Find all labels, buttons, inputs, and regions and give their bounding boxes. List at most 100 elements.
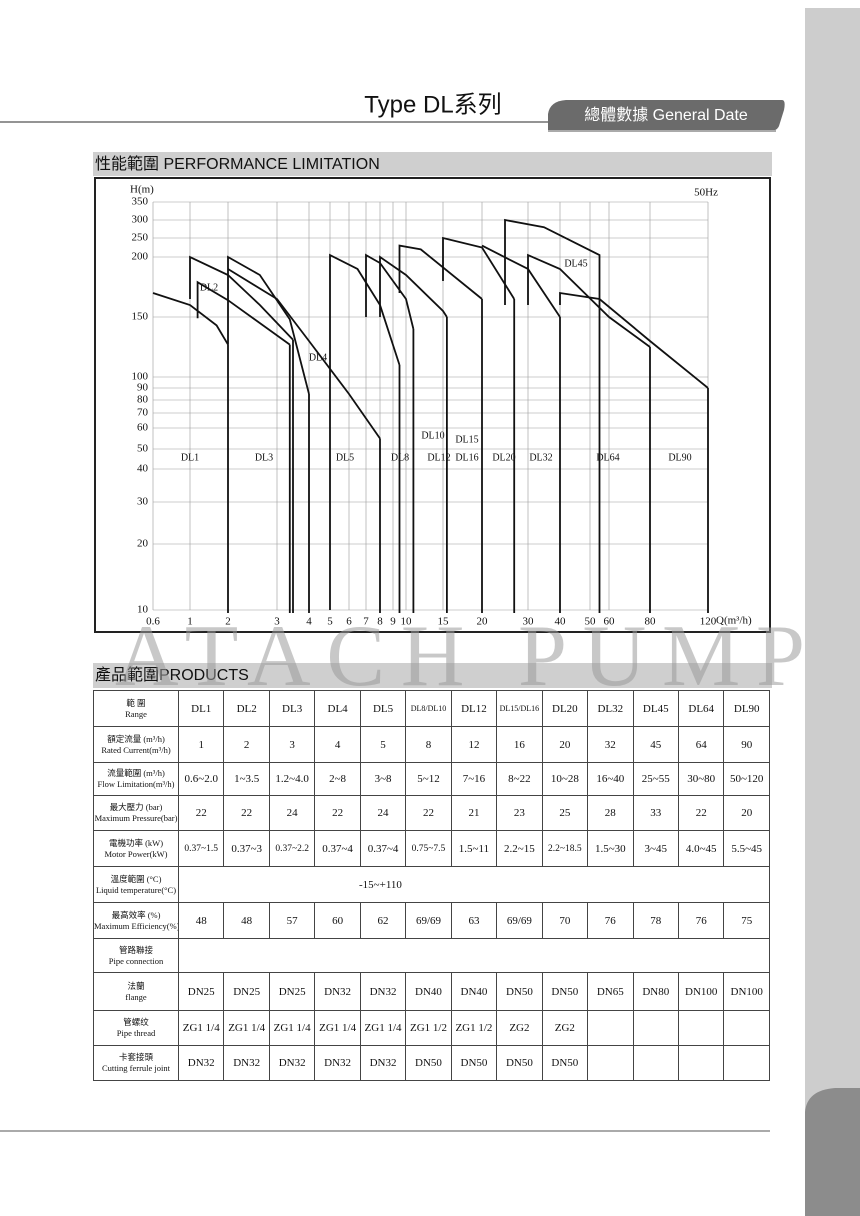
performance-curve [442,236,515,300]
table-cell: 2 [223,726,270,763]
table-cell: 4.0~45 [677,830,725,867]
x-axis-title: Q(m³/h) [716,615,752,627]
table-cell: 48 [223,902,270,939]
row-header: 管路聯接 Pipe connection [93,938,179,973]
table-cell: DL4 [314,690,361,727]
table-cell: 0.37~3 [223,830,270,867]
table-cell: DN32 [314,1045,361,1081]
table-cell: 33 [632,795,679,831]
curve-label: DL64 [596,452,619,463]
curve-label: DL10 [421,430,444,441]
x-tick-label: 30 [523,616,535,628]
x-tick-label: 50 [585,616,597,628]
table-cell: 3~8 [359,762,407,796]
table-cell: DN25 [268,972,316,1011]
performance-chart: 0.6 1 2 3 4 5 6 7 8 9 10 15 20 30 40 50 60 80 120 10 20 30 40 5… [130,184,752,628]
y-tick-label: 90 [137,382,149,394]
table-cell: DL90 [723,690,770,727]
curve-label: DL90 [668,452,691,463]
section-title: 產品範圍PRODUCTS [95,666,249,684]
table-cell [178,938,770,973]
table-cell: ZG1 1/4 [177,1010,225,1046]
table-cell: 1.5~11 [450,830,498,867]
table-cell: 0.37~4 [359,830,407,867]
row-header: 額定流量 (m³/h) Rated Current(m³/h) [93,726,179,763]
table-cell: 22 [677,795,725,831]
table-cell [587,1045,634,1081]
performance-curve [227,255,310,395]
table-cell: ZG1 1/4 [314,1010,361,1046]
table-cell: DL1 [177,690,225,727]
row-label-en: Cutting ferrule joint [102,1063,170,1073]
x-tick-label: 4 [306,616,312,628]
row-header: 最大壓力 (bar) Maximum Pressure(bar) [93,795,179,831]
table-cell: 69/69 [496,902,543,939]
row-header: 範 圍 Range [93,690,179,727]
row-label-zh: 溫度範圍 (°C) [110,873,162,884]
curve-label: DL32 [529,452,552,463]
table-cell: DL5 [359,690,407,727]
table-cell: 5~12 [405,762,452,796]
table-cell: 45 [632,726,679,763]
row-label-en: Maximum Efficiency(%) [94,920,179,931]
table-cell: 22 [405,795,452,831]
row-label-zh: 範 圍 [126,697,146,708]
table-cell [677,1010,725,1046]
table-cell: DN80 [632,972,679,1011]
performance-curve [504,218,601,305]
table-cell: DN32 [314,972,361,1011]
x-tick-label: 9 [390,616,396,628]
performance-curve [559,291,709,389]
table-cell: 20 [723,795,770,831]
table-cell: 78 [632,902,679,939]
x-tick-label: 80 [645,616,657,628]
y-tick-label: 50 [137,443,149,455]
side-strip [805,8,860,1216]
curve-label: DL2 [200,282,218,293]
chart-frame [94,177,771,633]
x-tick-label: 3 [274,616,280,628]
row-label-zh: 最高效率 (%) [111,909,161,920]
row-label-en: Range [125,708,147,719]
table-cell: 30~80 [677,762,725,796]
x-tick-label: 7 [363,616,369,628]
table-cell: 63 [450,902,498,939]
table-cell: DN25 [223,972,270,1011]
row-label-zh: 電機功率 (kW) [108,837,164,848]
y-tick-label: 200 [132,251,149,263]
table-cell: 69/69 [405,902,452,939]
side-corner [805,1088,860,1216]
y-tick-label: 60 [137,422,149,434]
table-cell: 1.5~30 [587,830,634,867]
table-cell: ZG2 [496,1010,543,1046]
row-label-zh: 管路聯接 [118,944,153,955]
table-cell: ZG1 1/4 [223,1010,270,1046]
table-cell: 0.75~7.5 [405,830,452,867]
table-cell: 62 [359,902,407,939]
table-cell: 48 [177,902,225,939]
table-cell: DL32 [587,690,634,727]
x-tick-label: 40 [555,616,567,628]
table-cell: DN50 [541,1045,589,1081]
table-cell: DN40 [405,972,452,1011]
x-tick-label: 8 [377,616,383,628]
row-label-en: Motor Power(kW) [104,848,168,859]
table-row: 卡套接頭 Cutting ferrule joint DN32 DN32 DN32 DN3… [93,1045,770,1081]
x-tick-label: 0.6 [146,616,160,628]
table-cell: DN50 [541,972,589,1011]
table-cell: 3~45 [632,830,679,867]
table-cell: DN100 [723,972,770,1011]
performance-curve [527,253,651,348]
row-label-zh: 最大壓力 (bar) [109,802,163,812]
row-header: 電機功率 (kW) Motor Power(kW) [93,830,179,867]
row-label-zh: 管螺纹 [123,1017,149,1027]
table-cell: 57 [268,902,316,939]
table-cell: 16 [496,726,543,763]
y-tick-label: 150 [132,311,149,323]
curve-label: DL8 [391,452,409,463]
table-row: 最大壓力 (bar) Maximum Pressure(bar) 22 22 24 22 2… [93,795,770,831]
curve-label: DL5 [336,452,354,463]
table-cell: 24 [268,795,316,831]
table-cell: 3 [268,726,316,763]
